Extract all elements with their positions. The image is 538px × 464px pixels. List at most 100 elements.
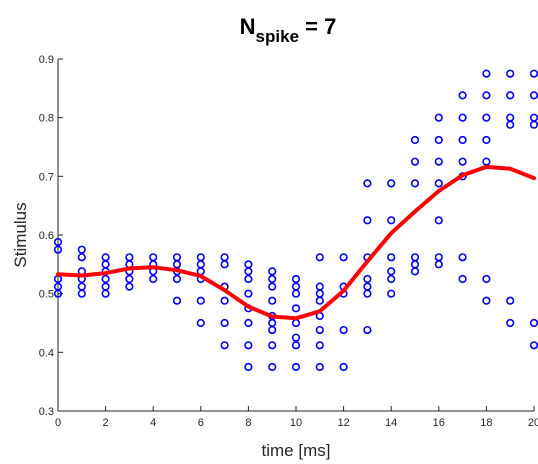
scatter-point [172, 296, 182, 305]
scatter-point [410, 157, 420, 166]
scatter-point [315, 253, 324, 262]
y-tick-label: 0.3 [39, 406, 54, 418]
scatter-point [268, 318, 277, 328]
axes [57, 59, 534, 412]
scatter-point [196, 260, 205, 269]
scatter-point [363, 289, 372, 298]
scatter-point [387, 216, 396, 225]
y-tick-label: 0.8 [39, 113, 54, 125]
scatter-point [220, 318, 229, 328]
scatter-point [482, 69, 491, 78]
y-tick-label: 0.4 [39, 347, 54, 359]
scatter-point [268, 362, 277, 372]
scatter-point [101, 253, 110, 262]
scatter-point [482, 296, 491, 305]
scatter-point [363, 216, 372, 225]
scatter-point [291, 318, 301, 328]
scatter-point [529, 113, 538, 122]
scatter-point [529, 318, 538, 328]
scatter-point [387, 179, 396, 188]
scatter-point [244, 274, 253, 284]
scatter-point [506, 296, 515, 305]
scatter-point [220, 260, 229, 269]
scatter-point [410, 253, 420, 262]
y-tick-label: 0.7 [39, 171, 54, 183]
scatter-point [363, 179, 372, 188]
scatter-point [268, 341, 277, 350]
scatter-point [315, 341, 324, 350]
scatter-point [529, 91, 538, 100]
scatter-point [482, 113, 491, 122]
scatter-point [529, 341, 538, 350]
scatter-point [387, 253, 396, 262]
scatter-point [268, 267, 277, 276]
scatter-point [458, 91, 467, 100]
scatter-point [434, 253, 443, 262]
scatter-point [244, 341, 253, 350]
x-tick-label: 0 [55, 417, 61, 429]
x-tick-label: 12 [337, 417, 349, 429]
scatter-point [315, 325, 324, 335]
scatter-point [482, 135, 491, 145]
scatter-point [149, 253, 158, 262]
scatter-point [387, 267, 396, 276]
scatter-point [506, 318, 515, 328]
scatter-point [77, 253, 86, 262]
scatter-point [244, 318, 253, 328]
chart-title: Nspike = 7 [240, 14, 337, 46]
scatter-point [315, 296, 324, 305]
scatter-point [529, 120, 538, 129]
chart-title-main: N [240, 14, 256, 39]
scatter-point [172, 274, 182, 284]
x-tick-label: 8 [245, 417, 251, 429]
scatter-point [506, 120, 515, 129]
x-tick-label: 6 [198, 417, 204, 429]
scatter-point [291, 282, 301, 291]
mean-line [56, 164, 536, 321]
scatter-point [458, 253, 467, 262]
x-tick-label: 10 [290, 417, 302, 429]
scatter-point [291, 289, 301, 298]
scatter-point [125, 274, 134, 284]
x-tick-label: 16 [433, 417, 445, 429]
y-tick-label: 0.9 [39, 54, 54, 66]
x-tick-label: 2 [103, 417, 109, 429]
scatter-point [482, 274, 491, 284]
scatter-point [196, 296, 205, 305]
x-tick-label: 14 [385, 417, 397, 429]
scatter-point [339, 253, 348, 262]
scatter-point [410, 179, 420, 188]
scatter-point [410, 135, 420, 145]
chart-title-rest: = 7 [299, 14, 336, 39]
scatter-point [172, 260, 182, 269]
scatter-point [458, 135, 467, 145]
x-axis-label: time [ms] [262, 441, 331, 460]
scatter-point [482, 91, 491, 100]
scatter-point [291, 362, 301, 372]
scatter-point [268, 282, 277, 291]
scatter-point [506, 91, 515, 100]
scatter-point [339, 325, 348, 335]
scatter-point [387, 289, 396, 298]
scatter-point [53, 245, 63, 254]
scatter-point [196, 253, 205, 262]
scatter-point [291, 341, 301, 350]
scatter-point [101, 260, 110, 269]
x-tick-label: 18 [480, 417, 492, 429]
y-tick-label: 0.6 [39, 230, 54, 242]
scatter-point [244, 260, 253, 269]
scatter-point [291, 333, 301, 342]
scatter-point [410, 260, 420, 269]
scatter-point [291, 304, 301, 313]
scatter-point [101, 282, 110, 291]
scatter-point [363, 282, 372, 291]
scatter-point [434, 179, 443, 188]
scatter-point [315, 289, 324, 298]
scatter-point [77, 245, 86, 254]
scatter-point [220, 341, 229, 350]
scatter-point [268, 325, 277, 335]
scatter-point [434, 216, 443, 225]
chart-title-subscript: spike [256, 27, 299, 46]
scatter-point [268, 274, 277, 284]
